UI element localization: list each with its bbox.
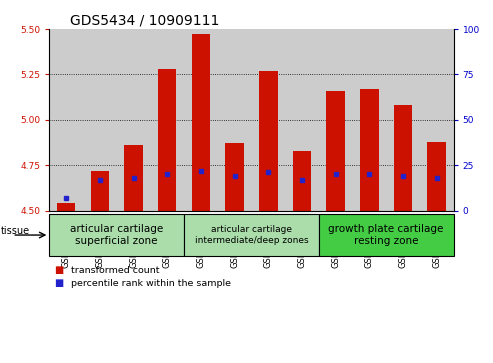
Text: tissue: tissue: [0, 227, 30, 236]
Bar: [427, 142, 446, 211]
Bar: [386, 29, 420, 211]
Bar: [49, 214, 184, 256]
Bar: [319, 29, 352, 211]
Bar: [83, 29, 117, 211]
Bar: [285, 29, 319, 211]
Bar: [150, 29, 184, 211]
Text: articular cartilage
superficial zone: articular cartilage superficial zone: [70, 224, 163, 246]
Bar: [124, 145, 143, 211]
Text: growth plate cartilage
resting zone: growth plate cartilage resting zone: [328, 224, 444, 246]
Text: transformed count: transformed count: [71, 266, 160, 275]
Bar: [293, 151, 311, 211]
Bar: [49, 29, 83, 211]
Text: articular cartilage
intermediate/deep zones: articular cartilage intermediate/deep zo…: [195, 225, 308, 245]
Bar: [352, 29, 386, 211]
Bar: [360, 89, 379, 211]
Bar: [420, 29, 454, 211]
Text: ■: ■: [54, 265, 64, 276]
Bar: [158, 69, 176, 211]
Bar: [184, 214, 319, 256]
Bar: [326, 91, 345, 211]
Bar: [117, 29, 150, 211]
Bar: [57, 203, 75, 211]
Text: ■: ■: [54, 278, 64, 288]
Bar: [394, 105, 412, 211]
Text: percentile rank within the sample: percentile rank within the sample: [71, 279, 232, 287]
Bar: [225, 143, 244, 211]
Bar: [218, 29, 251, 211]
Bar: [319, 214, 454, 256]
Bar: [184, 29, 218, 211]
Bar: [192, 34, 210, 211]
Bar: [91, 171, 109, 211]
Bar: [259, 71, 278, 211]
Text: GDS5434 / 10909111: GDS5434 / 10909111: [70, 14, 219, 28]
Bar: [251, 29, 285, 211]
